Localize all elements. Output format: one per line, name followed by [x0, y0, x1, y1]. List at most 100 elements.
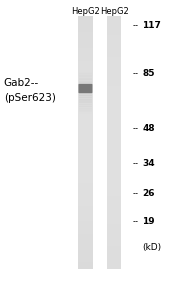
- Bar: [78, 246, 93, 250]
- Text: 48: 48: [142, 124, 155, 134]
- Bar: [78, 173, 93, 177]
- Bar: [78, 19, 93, 23]
- Bar: [107, 69, 121, 73]
- Bar: [107, 211, 121, 215]
- Bar: [78, 233, 93, 237]
- Bar: [78, 26, 93, 29]
- Text: --: --: [132, 124, 138, 134]
- Bar: [78, 154, 93, 158]
- Bar: [107, 170, 121, 174]
- Bar: [78, 186, 93, 190]
- Bar: [78, 60, 93, 64]
- Bar: [78, 164, 93, 168]
- Bar: [107, 164, 121, 168]
- Bar: [107, 73, 121, 76]
- Bar: [78, 104, 93, 108]
- Bar: [107, 113, 121, 117]
- Bar: [78, 214, 93, 218]
- Text: Gab2--: Gab2--: [4, 77, 39, 88]
- Bar: [78, 69, 93, 73]
- Bar: [107, 176, 121, 180]
- Text: 19: 19: [142, 218, 155, 226]
- Bar: [107, 227, 121, 231]
- Bar: [107, 186, 121, 190]
- Bar: [107, 22, 121, 26]
- Bar: [107, 221, 121, 224]
- Bar: [107, 173, 121, 177]
- Bar: [107, 265, 121, 268]
- Bar: [78, 57, 93, 61]
- Bar: [78, 265, 93, 268]
- Bar: [78, 199, 93, 202]
- Bar: [79, 108, 92, 111]
- Bar: [78, 136, 93, 140]
- Text: (pSer623): (pSer623): [4, 92, 56, 103]
- Text: --: --: [132, 159, 138, 168]
- Bar: [107, 192, 121, 196]
- Bar: [78, 227, 93, 231]
- Bar: [78, 28, 93, 32]
- Bar: [79, 78, 92, 80]
- Bar: [107, 132, 121, 136]
- Text: (kD): (kD): [142, 243, 161, 252]
- FancyBboxPatch shape: [78, 84, 93, 93]
- Bar: [107, 230, 121, 234]
- Bar: [78, 192, 93, 196]
- Bar: [78, 170, 93, 174]
- Bar: [107, 154, 121, 158]
- Bar: [78, 16, 93, 20]
- Bar: [78, 205, 93, 209]
- Bar: [107, 236, 121, 240]
- Bar: [78, 139, 93, 142]
- Bar: [78, 158, 93, 161]
- Bar: [107, 196, 121, 199]
- Bar: [78, 183, 93, 187]
- Bar: [107, 79, 121, 83]
- Bar: [78, 145, 93, 149]
- Bar: [79, 81, 92, 83]
- Bar: [107, 107, 121, 111]
- Bar: [79, 92, 92, 94]
- Bar: [78, 50, 93, 54]
- Bar: [107, 82, 121, 86]
- Bar: [107, 85, 121, 89]
- Bar: [78, 132, 93, 136]
- Bar: [107, 258, 121, 262]
- Text: 34: 34: [142, 159, 155, 168]
- Bar: [78, 161, 93, 164]
- Bar: [107, 224, 121, 227]
- Bar: [78, 47, 93, 51]
- Bar: [78, 73, 93, 76]
- Bar: [78, 44, 93, 48]
- Bar: [107, 98, 121, 101]
- Bar: [78, 94, 93, 98]
- Bar: [79, 75, 92, 77]
- Bar: [78, 255, 93, 259]
- Bar: [107, 199, 121, 202]
- Bar: [78, 252, 93, 256]
- Bar: [78, 35, 93, 38]
- Bar: [78, 66, 93, 70]
- Text: --: --: [132, 69, 138, 78]
- Bar: [107, 202, 121, 206]
- Bar: [107, 233, 121, 237]
- Bar: [107, 26, 121, 29]
- Bar: [107, 92, 121, 95]
- Bar: [107, 148, 121, 152]
- Bar: [107, 246, 121, 250]
- Bar: [107, 28, 121, 32]
- Bar: [107, 180, 121, 183]
- Bar: [107, 44, 121, 48]
- Bar: [78, 142, 93, 146]
- Bar: [107, 136, 121, 140]
- Bar: [78, 76, 93, 80]
- Bar: [107, 189, 121, 193]
- Bar: [79, 111, 92, 114]
- Bar: [107, 54, 121, 57]
- Bar: [107, 129, 121, 133]
- Bar: [78, 262, 93, 266]
- Bar: [107, 47, 121, 51]
- Bar: [107, 104, 121, 108]
- Bar: [107, 88, 121, 92]
- Bar: [79, 72, 92, 74]
